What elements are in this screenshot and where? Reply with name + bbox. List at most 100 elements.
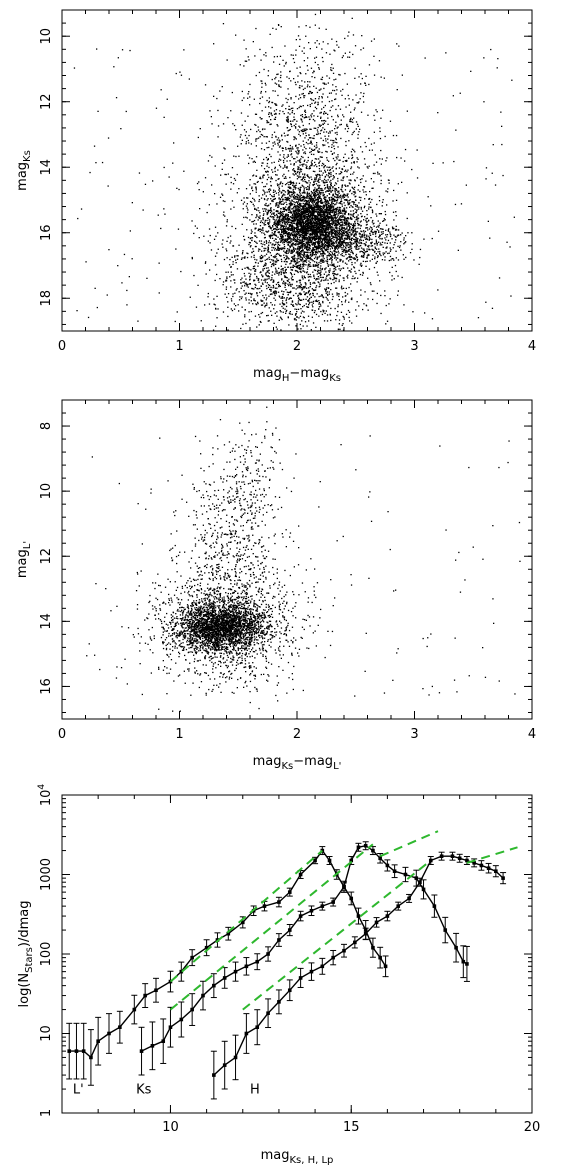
data-point bbox=[293, 194, 295, 196]
data-point bbox=[316, 165, 318, 168]
data-point bbox=[298, 206, 301, 208]
data-point bbox=[236, 268, 239, 270]
data-point bbox=[266, 205, 268, 207]
data-point bbox=[320, 189, 322, 192]
data-point bbox=[234, 179, 237, 181]
data-point bbox=[259, 116, 261, 119]
data-point bbox=[287, 235, 289, 237]
data-point bbox=[332, 189, 334, 192]
data-point bbox=[304, 204, 306, 206]
data-point bbox=[315, 269, 317, 272]
data-point bbox=[309, 86, 311, 88]
data-point bbox=[277, 178, 279, 180]
data-point bbox=[308, 219, 310, 222]
data-point bbox=[297, 171, 299, 173]
data-point bbox=[328, 271, 330, 273]
data-point bbox=[294, 216, 296, 218]
data-point bbox=[357, 137, 359, 139]
data-point bbox=[292, 58, 295, 60]
data-point bbox=[321, 151, 323, 154]
data-point bbox=[317, 208, 319, 210]
data-point bbox=[323, 122, 326, 124]
data-point bbox=[349, 256, 351, 259]
data-point bbox=[326, 166, 328, 168]
data-point bbox=[384, 219, 386, 221]
data-point bbox=[267, 222, 269, 224]
data-point bbox=[197, 136, 199, 139]
data-point bbox=[326, 213, 328, 216]
data-point bbox=[330, 106, 332, 108]
data-point bbox=[312, 184, 314, 187]
data-point bbox=[285, 240, 287, 243]
data-point bbox=[240, 134, 242, 136]
data-point bbox=[293, 205, 295, 207]
data-point bbox=[295, 238, 297, 240]
data-point bbox=[289, 216, 292, 218]
data-point bbox=[322, 259, 325, 261]
data-point bbox=[291, 224, 293, 226]
data-point bbox=[300, 194, 302, 196]
data-point bbox=[336, 224, 338, 226]
data-point bbox=[318, 223, 320, 225]
data-point bbox=[264, 106, 267, 108]
data-point bbox=[300, 218, 302, 220]
data-point bbox=[343, 277, 345, 279]
data-point bbox=[370, 178, 372, 180]
data-point bbox=[302, 316, 305, 318]
data-point bbox=[306, 256, 309, 258]
data-point bbox=[348, 311, 351, 313]
data-point bbox=[253, 98, 255, 100]
data-point bbox=[235, 129, 237, 131]
data-point bbox=[286, 258, 288, 260]
data-point bbox=[320, 222, 323, 224]
data-point bbox=[320, 193, 322, 195]
data-point bbox=[290, 222, 293, 224]
data-point bbox=[263, 279, 265, 281]
data-point bbox=[304, 282, 306, 284]
data-point bbox=[344, 194, 346, 196]
data-point bbox=[299, 245, 301, 248]
data-point bbox=[311, 223, 313, 225]
data-point bbox=[328, 255, 330, 257]
data-point bbox=[347, 225, 349, 227]
data-point bbox=[304, 199, 306, 201]
data-point bbox=[330, 223, 332, 225]
data-point bbox=[230, 266, 232, 268]
data-point bbox=[257, 265, 259, 267]
data-point bbox=[278, 85, 280, 87]
data-point bbox=[334, 187, 336, 190]
data-point bbox=[280, 235, 282, 237]
data-point bbox=[308, 243, 311, 246]
data-point bbox=[293, 227, 296, 229]
data-point bbox=[323, 219, 325, 222]
data-point bbox=[254, 208, 256, 210]
data-point bbox=[311, 238, 314, 240]
data-point bbox=[295, 244, 297, 246]
data-point bbox=[320, 271, 322, 273]
data-point bbox=[343, 227, 345, 229]
data-point bbox=[350, 210, 352, 212]
data-point bbox=[275, 192, 277, 194]
data-point bbox=[294, 261, 296, 263]
data-point bbox=[297, 232, 299, 234]
data-point bbox=[277, 220, 279, 222]
data-point bbox=[308, 299, 310, 301]
data-point bbox=[298, 268, 300, 270]
data-point bbox=[283, 173, 285, 175]
data-point bbox=[301, 184, 303, 186]
data-point bbox=[318, 98, 320, 100]
data-point bbox=[356, 281, 358, 283]
data-point bbox=[328, 239, 330, 241]
data-point bbox=[279, 220, 281, 223]
data-point bbox=[380, 175, 382, 177]
data-point bbox=[331, 200, 333, 202]
data-point bbox=[288, 191, 290, 193]
data-point bbox=[312, 244, 314, 246]
data-point bbox=[358, 131, 360, 133]
data-point bbox=[324, 203, 326, 205]
data-point bbox=[338, 190, 340, 192]
data-point bbox=[230, 181, 232, 184]
data-point bbox=[235, 155, 237, 158]
data-point bbox=[366, 234, 368, 236]
data-point bbox=[351, 186, 353, 188]
